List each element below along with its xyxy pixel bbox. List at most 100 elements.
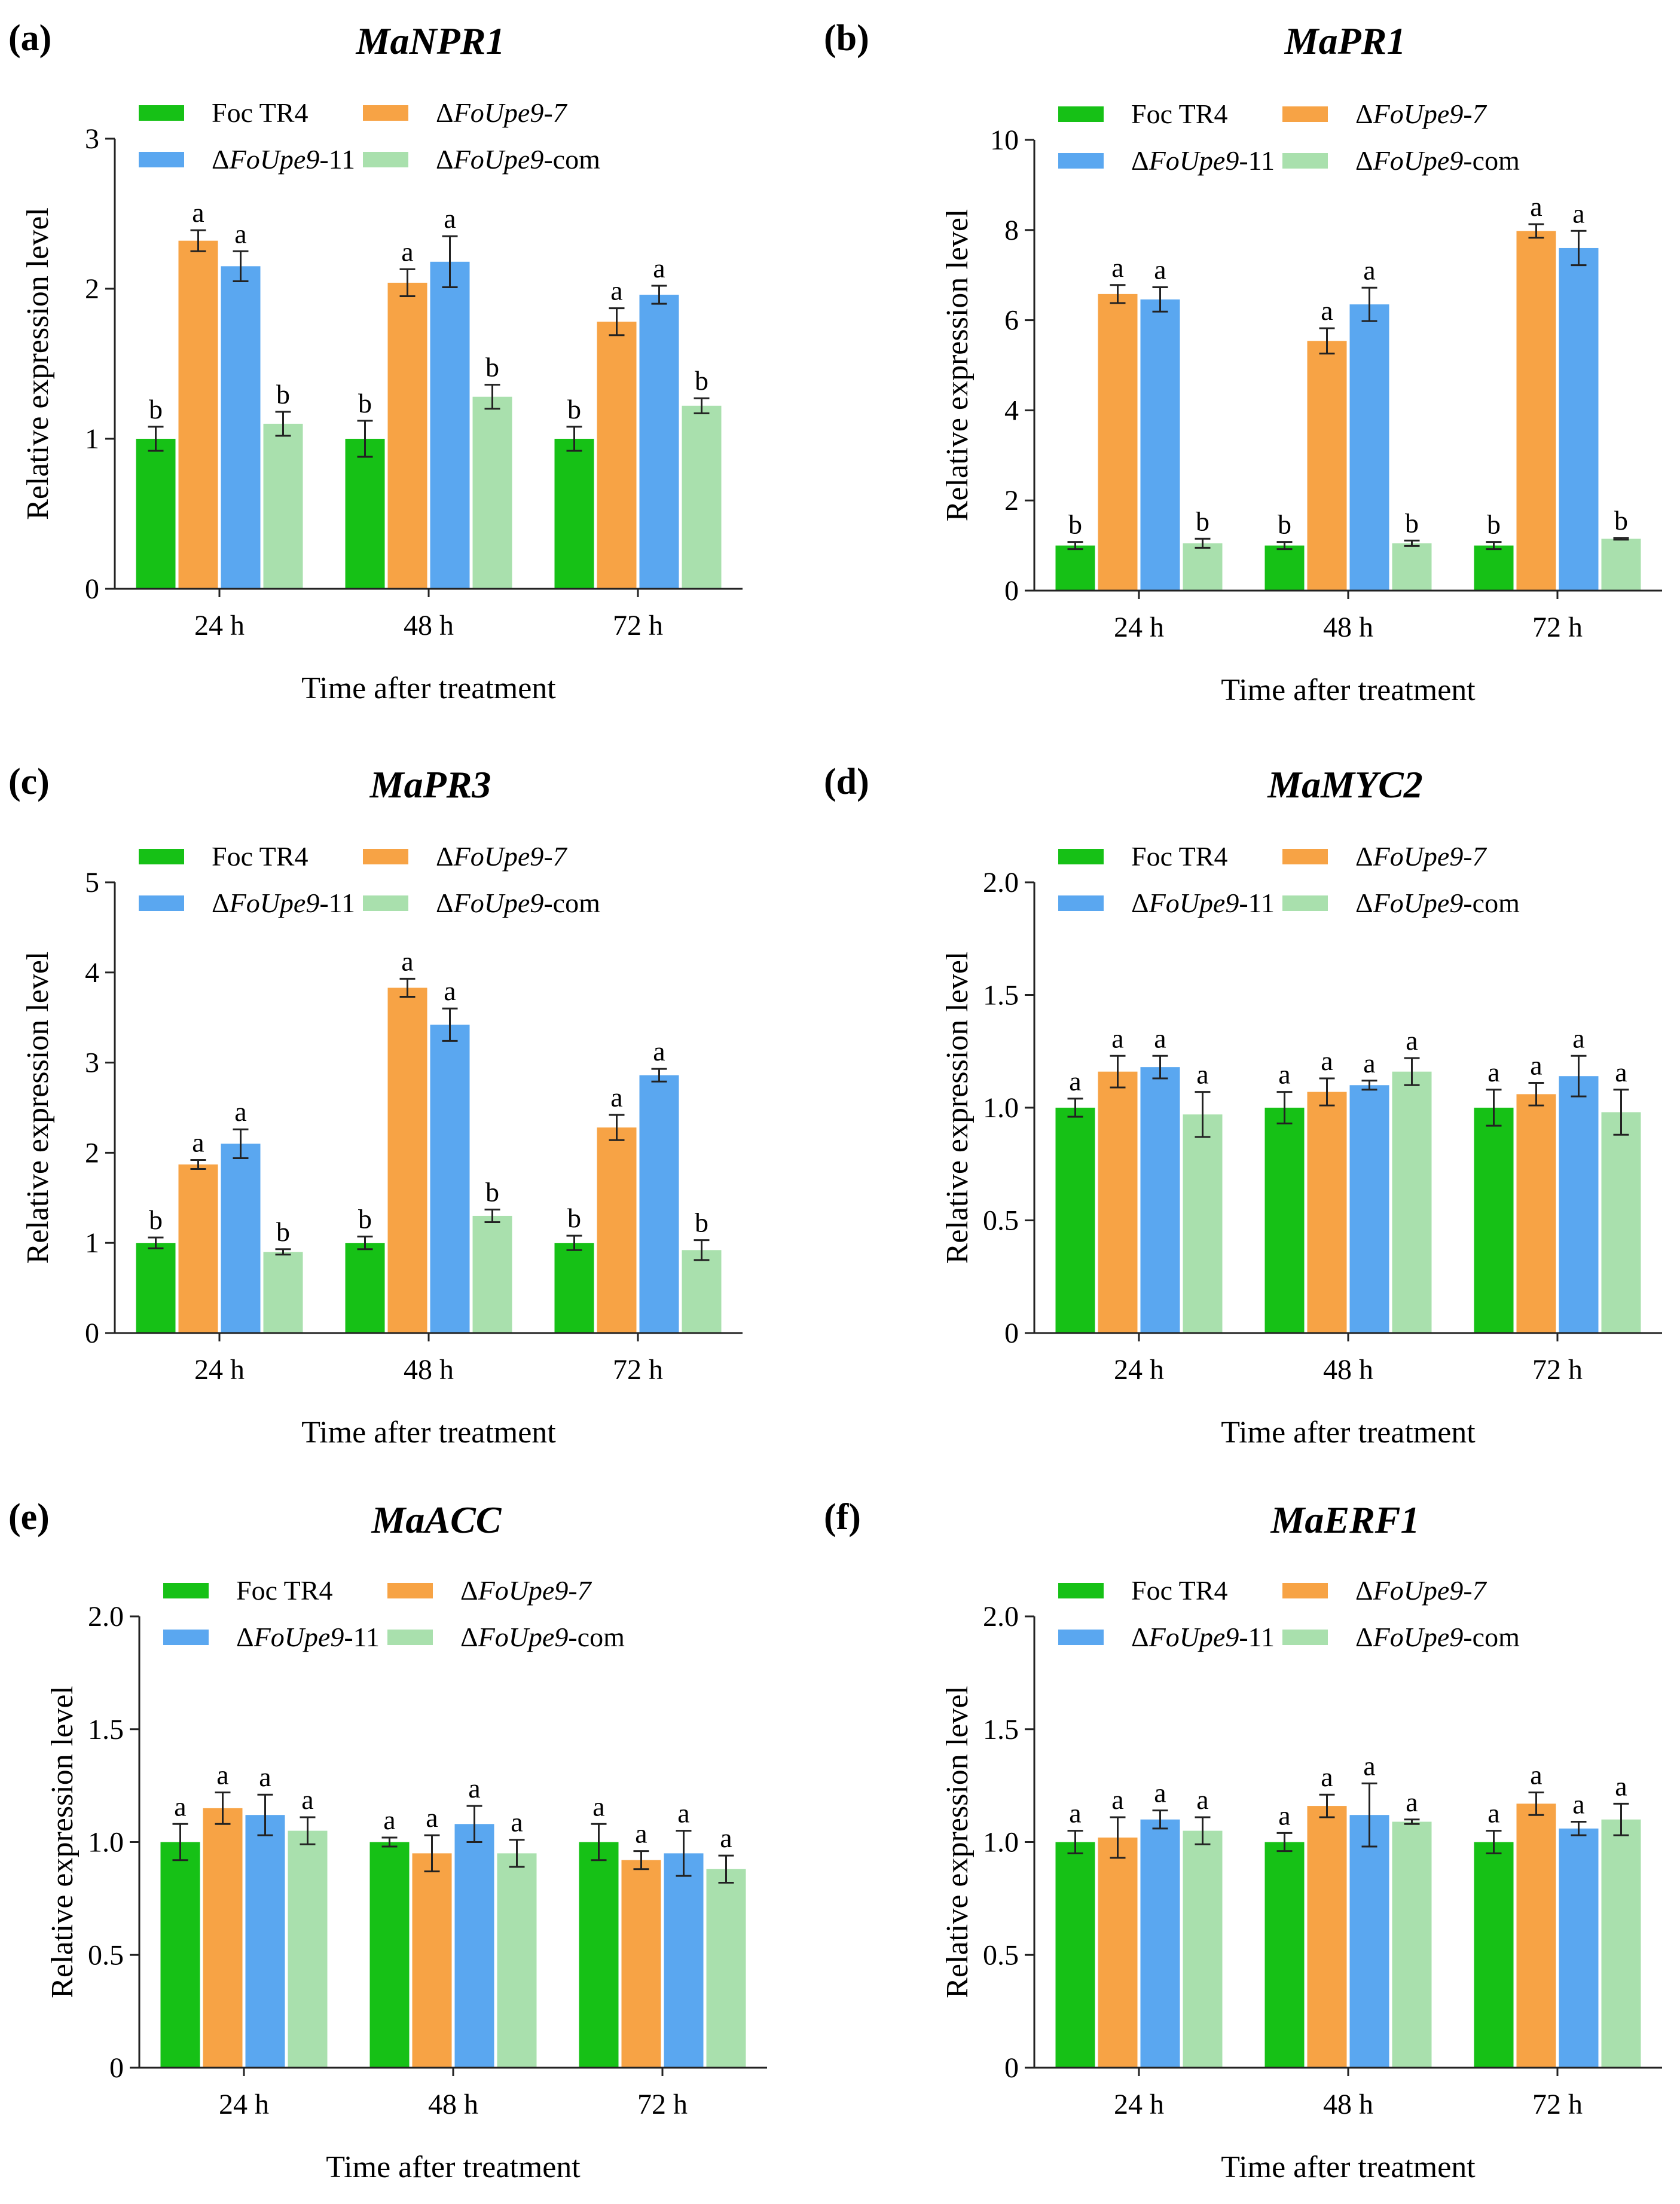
legend-label: Foc TR4 [1131, 841, 1227, 872]
significance-letter: a [1572, 1023, 1584, 1053]
y-tick-label: 0 [109, 2052, 124, 2084]
bar [639, 295, 679, 589]
significance-letter: a [468, 1773, 480, 1803]
bar [1474, 545, 1514, 591]
significance-letter: a [610, 276, 622, 306]
significance-letter: b [1487, 509, 1501, 540]
y-tick-label: 1.5 [983, 1714, 1019, 1746]
bar [1183, 1830, 1223, 2068]
bar [263, 423, 303, 589]
x-tick-label: 48 h [1323, 612, 1373, 643]
legend-swatch [1282, 895, 1328, 911]
bar [245, 1815, 285, 2068]
panel-label: (b) [824, 18, 869, 59]
legend-label: ΔFoUpe9-7 [436, 97, 568, 128]
y-tick-label: 0.5 [983, 1205, 1019, 1237]
significance-letter: b [358, 388, 372, 418]
significance-letter: b [485, 1176, 499, 1207]
significance-letter: a [592, 1791, 604, 1821]
significance-letter: a [1363, 1048, 1375, 1078]
significance-letter: a [1530, 191, 1542, 222]
significance-letter: a [1154, 255, 1166, 285]
bar [1559, 247, 1599, 591]
legend-swatch [1058, 1630, 1104, 1645]
bar [1098, 294, 1138, 591]
bar [1516, 1094, 1556, 1333]
bar [1055, 545, 1095, 591]
legend-label: Foc TR4 [212, 841, 308, 872]
bar [621, 1860, 661, 2068]
y-tick-label: 2 [85, 273, 99, 305]
bar [1307, 341, 1347, 591]
x-axis-title: Time after treatment [301, 671, 556, 705]
y-tick-label: 4 [1004, 395, 1019, 426]
panel-label: (c) [8, 762, 50, 802]
significance-letter: a [401, 946, 413, 976]
x-axis-title: Time after treatment [301, 1416, 556, 1450]
bar [263, 1252, 303, 1333]
x-tick-label: 72 h [637, 2089, 688, 2120]
significance-letter: a [1278, 1800, 1290, 1830]
legend-label: ΔFoUpe9-7 [1355, 1575, 1487, 1606]
legend-label: ΔFoUpe9-com [436, 888, 600, 918]
y-tick-label: 1 [85, 423, 99, 455]
bar [1559, 1828, 1599, 2068]
legend-swatch [1058, 895, 1104, 911]
bar [178, 1164, 218, 1333]
legend-swatch [1058, 1583, 1104, 1598]
significance-letter: a [1321, 1762, 1333, 1792]
y-tick-label: 2.0 [983, 867, 1019, 898]
x-tick-label: 48 h [404, 610, 454, 641]
significance-letter: a [677, 1798, 689, 1829]
legend-label: Foc TR4 [212, 97, 308, 128]
legend-swatch [363, 152, 408, 167]
bar [1183, 543, 1223, 591]
bar [221, 266, 261, 589]
significance-letter: a [1406, 1787, 1418, 1817]
bar [369, 1842, 410, 2068]
y-axis-title: Relative expression level [940, 952, 975, 1264]
legend-swatch [387, 1630, 433, 1645]
panel-label: (d) [824, 762, 869, 802]
y-tick-label: 0 [1004, 2052, 1019, 2084]
y-tick-label: 5 [85, 867, 99, 898]
legend-label: ΔFoUpe9-com [1355, 888, 1520, 918]
bar [1264, 545, 1305, 591]
significance-letter: b [1405, 508, 1419, 538]
significance-letter: a [511, 1807, 523, 1838]
significance-letter: a [653, 1036, 665, 1066]
bar [430, 261, 470, 589]
x-tick-label: 48 h [404, 1354, 454, 1386]
legend-swatch [1058, 849, 1104, 864]
significance-letter: a [192, 197, 204, 228]
legend-swatch [363, 105, 408, 121]
panel-label: (a) [8, 18, 51, 59]
bar [639, 1075, 679, 1333]
significance-letter: a [426, 1802, 438, 1833]
y-tick-label: 1.5 [983, 980, 1019, 1011]
legend-label: ΔFoUpe9-com [436, 144, 600, 175]
x-tick-label: 24 h [1114, 2089, 1164, 2120]
legend-label: ΔFoUpe9-com [1355, 1622, 1520, 1652]
y-tick-label: 8 [1004, 215, 1019, 246]
bar [597, 322, 637, 589]
bar [1055, 1108, 1095, 1333]
significance-letter: a [1363, 255, 1375, 285]
significance-letter: a [301, 1784, 313, 1815]
significance-letter: a [1196, 1784, 1208, 1815]
legend-swatch [163, 1630, 209, 1645]
significance-letter: a [383, 1805, 395, 1835]
y-tick-label: 10 [990, 124, 1019, 156]
significance-letter: a [444, 203, 456, 234]
significance-letter: a [234, 1096, 246, 1127]
legend-swatch [1058, 106, 1104, 122]
y-tick-label: 2.0 [983, 1601, 1019, 1633]
legend-label: ΔFoUpe9-11 [1131, 1622, 1275, 1652]
y-tick-label: 0.5 [88, 1939, 124, 1971]
